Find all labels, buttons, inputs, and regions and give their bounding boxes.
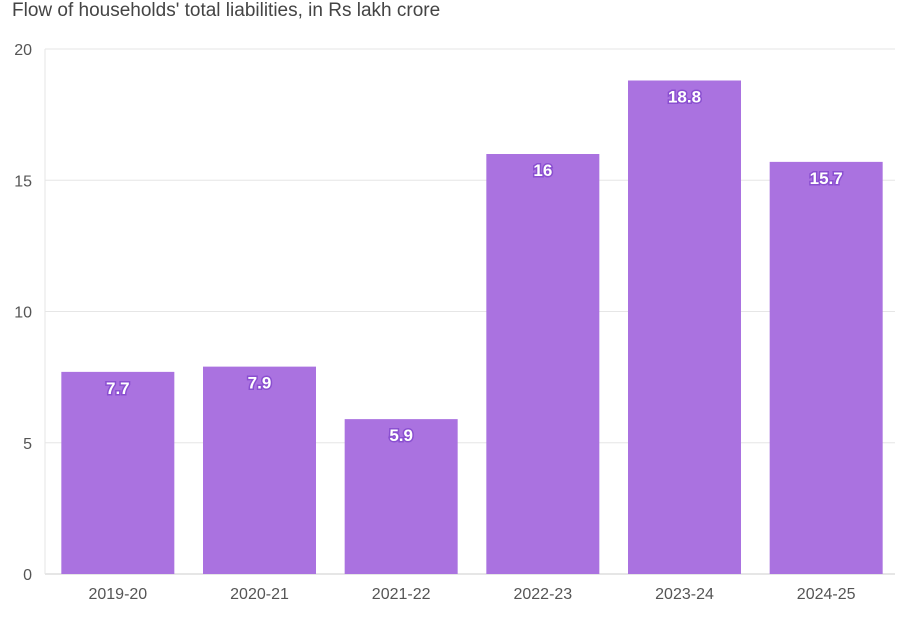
bar <box>344 419 458 574</box>
y-tick-label: 0 <box>23 567 32 584</box>
x-tick-label: 2024-25 <box>797 586 856 603</box>
y-tick-label: 20 <box>14 42 32 59</box>
chart-title: Flow of households' total liabilities, i… <box>12 0 441 21</box>
y-tick-label: 10 <box>14 305 32 322</box>
data-label: 7.7 <box>106 379 130 398</box>
x-tick-label: 2021-22 <box>372 586 431 603</box>
y-tick-label: 15 <box>14 173 32 190</box>
x-tick-label: 2022-23 <box>513 586 572 603</box>
data-label: 5.9 <box>389 426 413 445</box>
y-tick-label: 5 <box>23 436 32 453</box>
data-label: 7.9 <box>248 374 272 393</box>
data-label: 18.8 <box>668 88 701 107</box>
data-label: 15.7 <box>810 169 843 188</box>
bar <box>486 154 600 574</box>
x-tick-label: 2019-20 <box>88 586 147 603</box>
x-tick-label: 2023-24 <box>655 586 714 603</box>
bar <box>628 80 741 574</box>
x-tick-label: 2020-21 <box>230 586 289 603</box>
bar <box>61 371 175 574</box>
data-label: 16 <box>533 161 552 180</box>
bar <box>203 366 316 574</box>
bar <box>769 161 883 574</box>
